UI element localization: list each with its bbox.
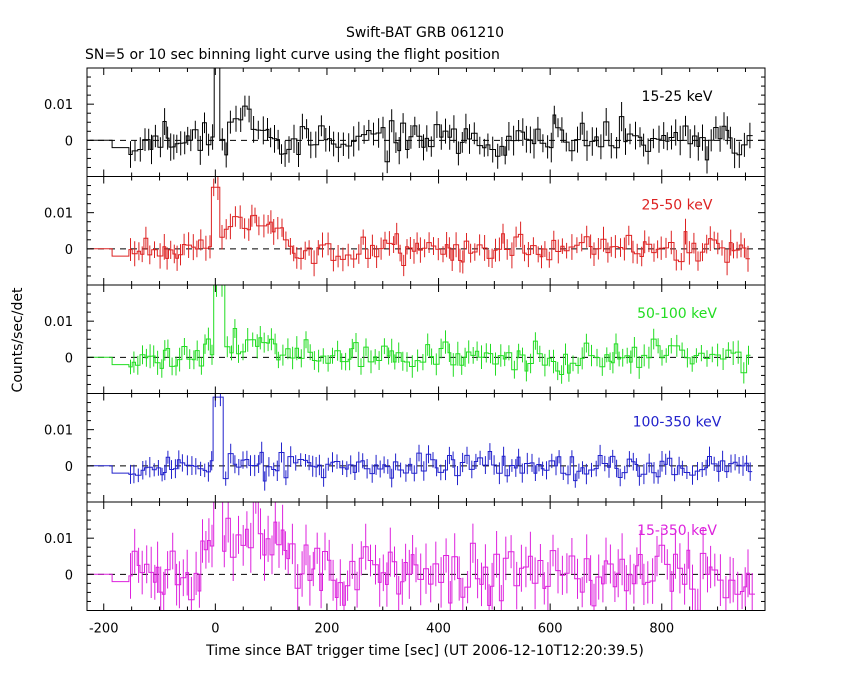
energy-band-label: 50-100 keV <box>637 306 717 322</box>
y-tick-label: 0.01 <box>44 98 73 113</box>
energy-band-label: 25-50 keV <box>642 198 713 214</box>
y-tick-label: 0.01 <box>44 532 73 547</box>
y-tick-label: 0.01 <box>44 207 73 222</box>
panel-2: 0.01 0 50-100 keV <box>44 284 766 394</box>
panel-frame <box>86 393 766 503</box>
x-tick-label: 0 <box>211 622 219 637</box>
y-tick-label: 0 <box>65 460 73 475</box>
panels-group: 0.01 0 15-25 keV 0.01 0 25-50 keV 0.01 0 50-100 … <box>44 67 766 637</box>
light-curve-series <box>89 396 753 482</box>
y-tick-label: 0 <box>65 243 73 258</box>
panel-4: 0.01 0 15-350 keV <box>44 501 766 611</box>
chart-title: Swift-BAT GRB 061210 <box>346 25 504 41</box>
error-bars <box>130 393 751 491</box>
chart-subtitle: SN=5 or 10 sec binning light curve using… <box>85 47 500 63</box>
y-axis-label: Counts/sec/det <box>10 287 26 392</box>
energy-band-label: 15-25 keV <box>642 89 713 105</box>
y-tick-label: 0.01 <box>44 424 73 439</box>
panel-frame <box>86 284 766 394</box>
error-bars <box>130 502 753 611</box>
y-tick-label: 0 <box>65 134 73 149</box>
x-tick-label: 800 <box>649 622 674 637</box>
panel-3: 0.01 0 100-350 keV <box>44 393 766 503</box>
energy-band-label: 100-350 keV <box>633 415 722 431</box>
light-curve-series <box>89 68 753 163</box>
x-tick-label: 400 <box>426 622 451 637</box>
panel-frame <box>86 176 766 286</box>
y-tick-label: 0 <box>65 568 73 583</box>
error-bars <box>130 176 749 277</box>
panel-1: 0.01 0 25-50 keV <box>44 176 766 286</box>
energy-band-label: 15-350 keV <box>637 523 717 539</box>
error-bars <box>130 285 749 384</box>
y-tick-label: 0.01 <box>44 315 73 330</box>
y-tick-label: 0 <box>65 351 73 366</box>
light-curve-series <box>89 285 751 375</box>
error-bars <box>130 95 751 174</box>
x-axis-label: Time since BAT trigger time [sec] (UT 20… <box>205 643 644 659</box>
x-tick-label: 200 <box>315 622 340 637</box>
x-tick-label: 600 <box>538 622 563 637</box>
x-tick-label: -200 <box>89 622 119 637</box>
